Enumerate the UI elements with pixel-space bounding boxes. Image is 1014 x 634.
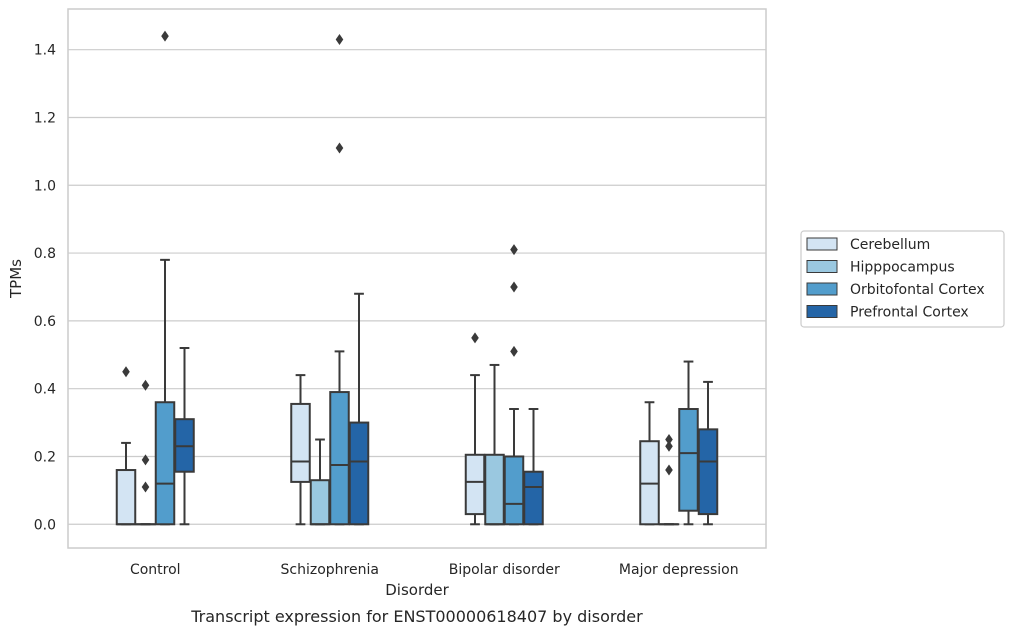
box-0-1 xyxy=(135,379,156,526)
x-tick-label: Bipolar disorder xyxy=(449,562,560,578)
box-2-3 xyxy=(523,408,544,526)
outlier-point xyxy=(665,434,673,446)
box-1-2 xyxy=(329,34,350,526)
legend-label: Cerebellum xyxy=(850,237,930,253)
box-plot-marks xyxy=(115,30,719,526)
legend: Cerebellum Hipppocampus Orbitofontal Corte… xyxy=(800,230,1005,328)
box-body xyxy=(154,401,176,526)
outlier-point xyxy=(510,345,518,357)
box-1-1 xyxy=(309,438,331,526)
outlier-point xyxy=(335,142,344,154)
x-axis-label: Disorder xyxy=(385,581,449,599)
box-3-1 xyxy=(658,434,680,526)
outlier-point xyxy=(510,281,518,293)
y-tick-label: 0.8 xyxy=(34,246,56,262)
x-tick-labels: Control Schizophrenia Bipolar disorder Majo… xyxy=(130,562,739,578)
legend-frame xyxy=(800,230,1005,328)
outlier-point xyxy=(471,332,479,344)
x-tick-label: Schizophrenia xyxy=(281,562,379,578)
legend-label: Orbitofontal Cortex xyxy=(850,282,985,298)
legend-label: Hipppocampus xyxy=(850,260,955,276)
x-tick-label: Control xyxy=(130,562,181,578)
box-1-0 xyxy=(290,374,311,526)
box-body xyxy=(115,469,137,526)
box-body xyxy=(697,428,719,516)
box-body xyxy=(290,402,311,483)
y-tick-labels: 0.0 0.2 0.4 0.6 0.8 1.0 1.2 1.4 xyxy=(34,43,56,534)
chart-caption: Transcript expression for ENST0000061840… xyxy=(190,607,643,626)
outlier-point xyxy=(161,30,169,42)
y-tick-label: 1.0 xyxy=(34,178,56,194)
box-body xyxy=(678,408,699,512)
y-tick-label: 0.2 xyxy=(34,449,56,465)
box-3-3 xyxy=(697,380,719,526)
box-2-0 xyxy=(464,332,486,526)
y-axis-label: TPMs xyxy=(7,259,25,299)
box-body xyxy=(484,453,505,526)
plot-frame xyxy=(67,8,767,549)
y-tick-label: 0.6 xyxy=(34,314,56,330)
box-3-2 xyxy=(678,360,699,526)
box-0-0 xyxy=(115,366,137,526)
box-2-1 xyxy=(484,363,505,526)
legend-label: Prefrontal Cortex xyxy=(850,305,969,321)
legend-swatch xyxy=(806,237,838,251)
box-0-2 xyxy=(154,30,176,526)
outlier-point xyxy=(335,34,344,46)
outlier-point xyxy=(141,379,150,391)
legend-swatch xyxy=(806,260,838,273)
outlier-point xyxy=(665,464,673,476)
box-body xyxy=(523,470,544,526)
box-body xyxy=(329,391,350,526)
box-body xyxy=(309,479,331,526)
y-tick-label: 1.2 xyxy=(34,110,56,126)
x-tick-label: Major depression xyxy=(619,562,739,578)
box-0-3 xyxy=(174,346,195,526)
box-3-0 xyxy=(639,401,660,526)
outlier-point xyxy=(141,481,150,493)
box-body xyxy=(348,421,370,526)
box-1-3 xyxy=(348,292,370,526)
y-tick-label: 0.4 xyxy=(34,382,56,398)
box-2-2 xyxy=(503,244,525,526)
y-tick-label: 0.0 xyxy=(34,517,56,533)
outlier-point xyxy=(141,454,150,466)
legend-swatch xyxy=(806,305,838,318)
box-body xyxy=(464,453,486,516)
outlier-point xyxy=(665,440,673,452)
legend-swatch xyxy=(806,282,838,296)
outlier-point xyxy=(122,366,130,378)
y-tick-label: 1.4 xyxy=(34,43,56,59)
box-body xyxy=(503,455,525,526)
outlier-point xyxy=(510,244,518,256)
